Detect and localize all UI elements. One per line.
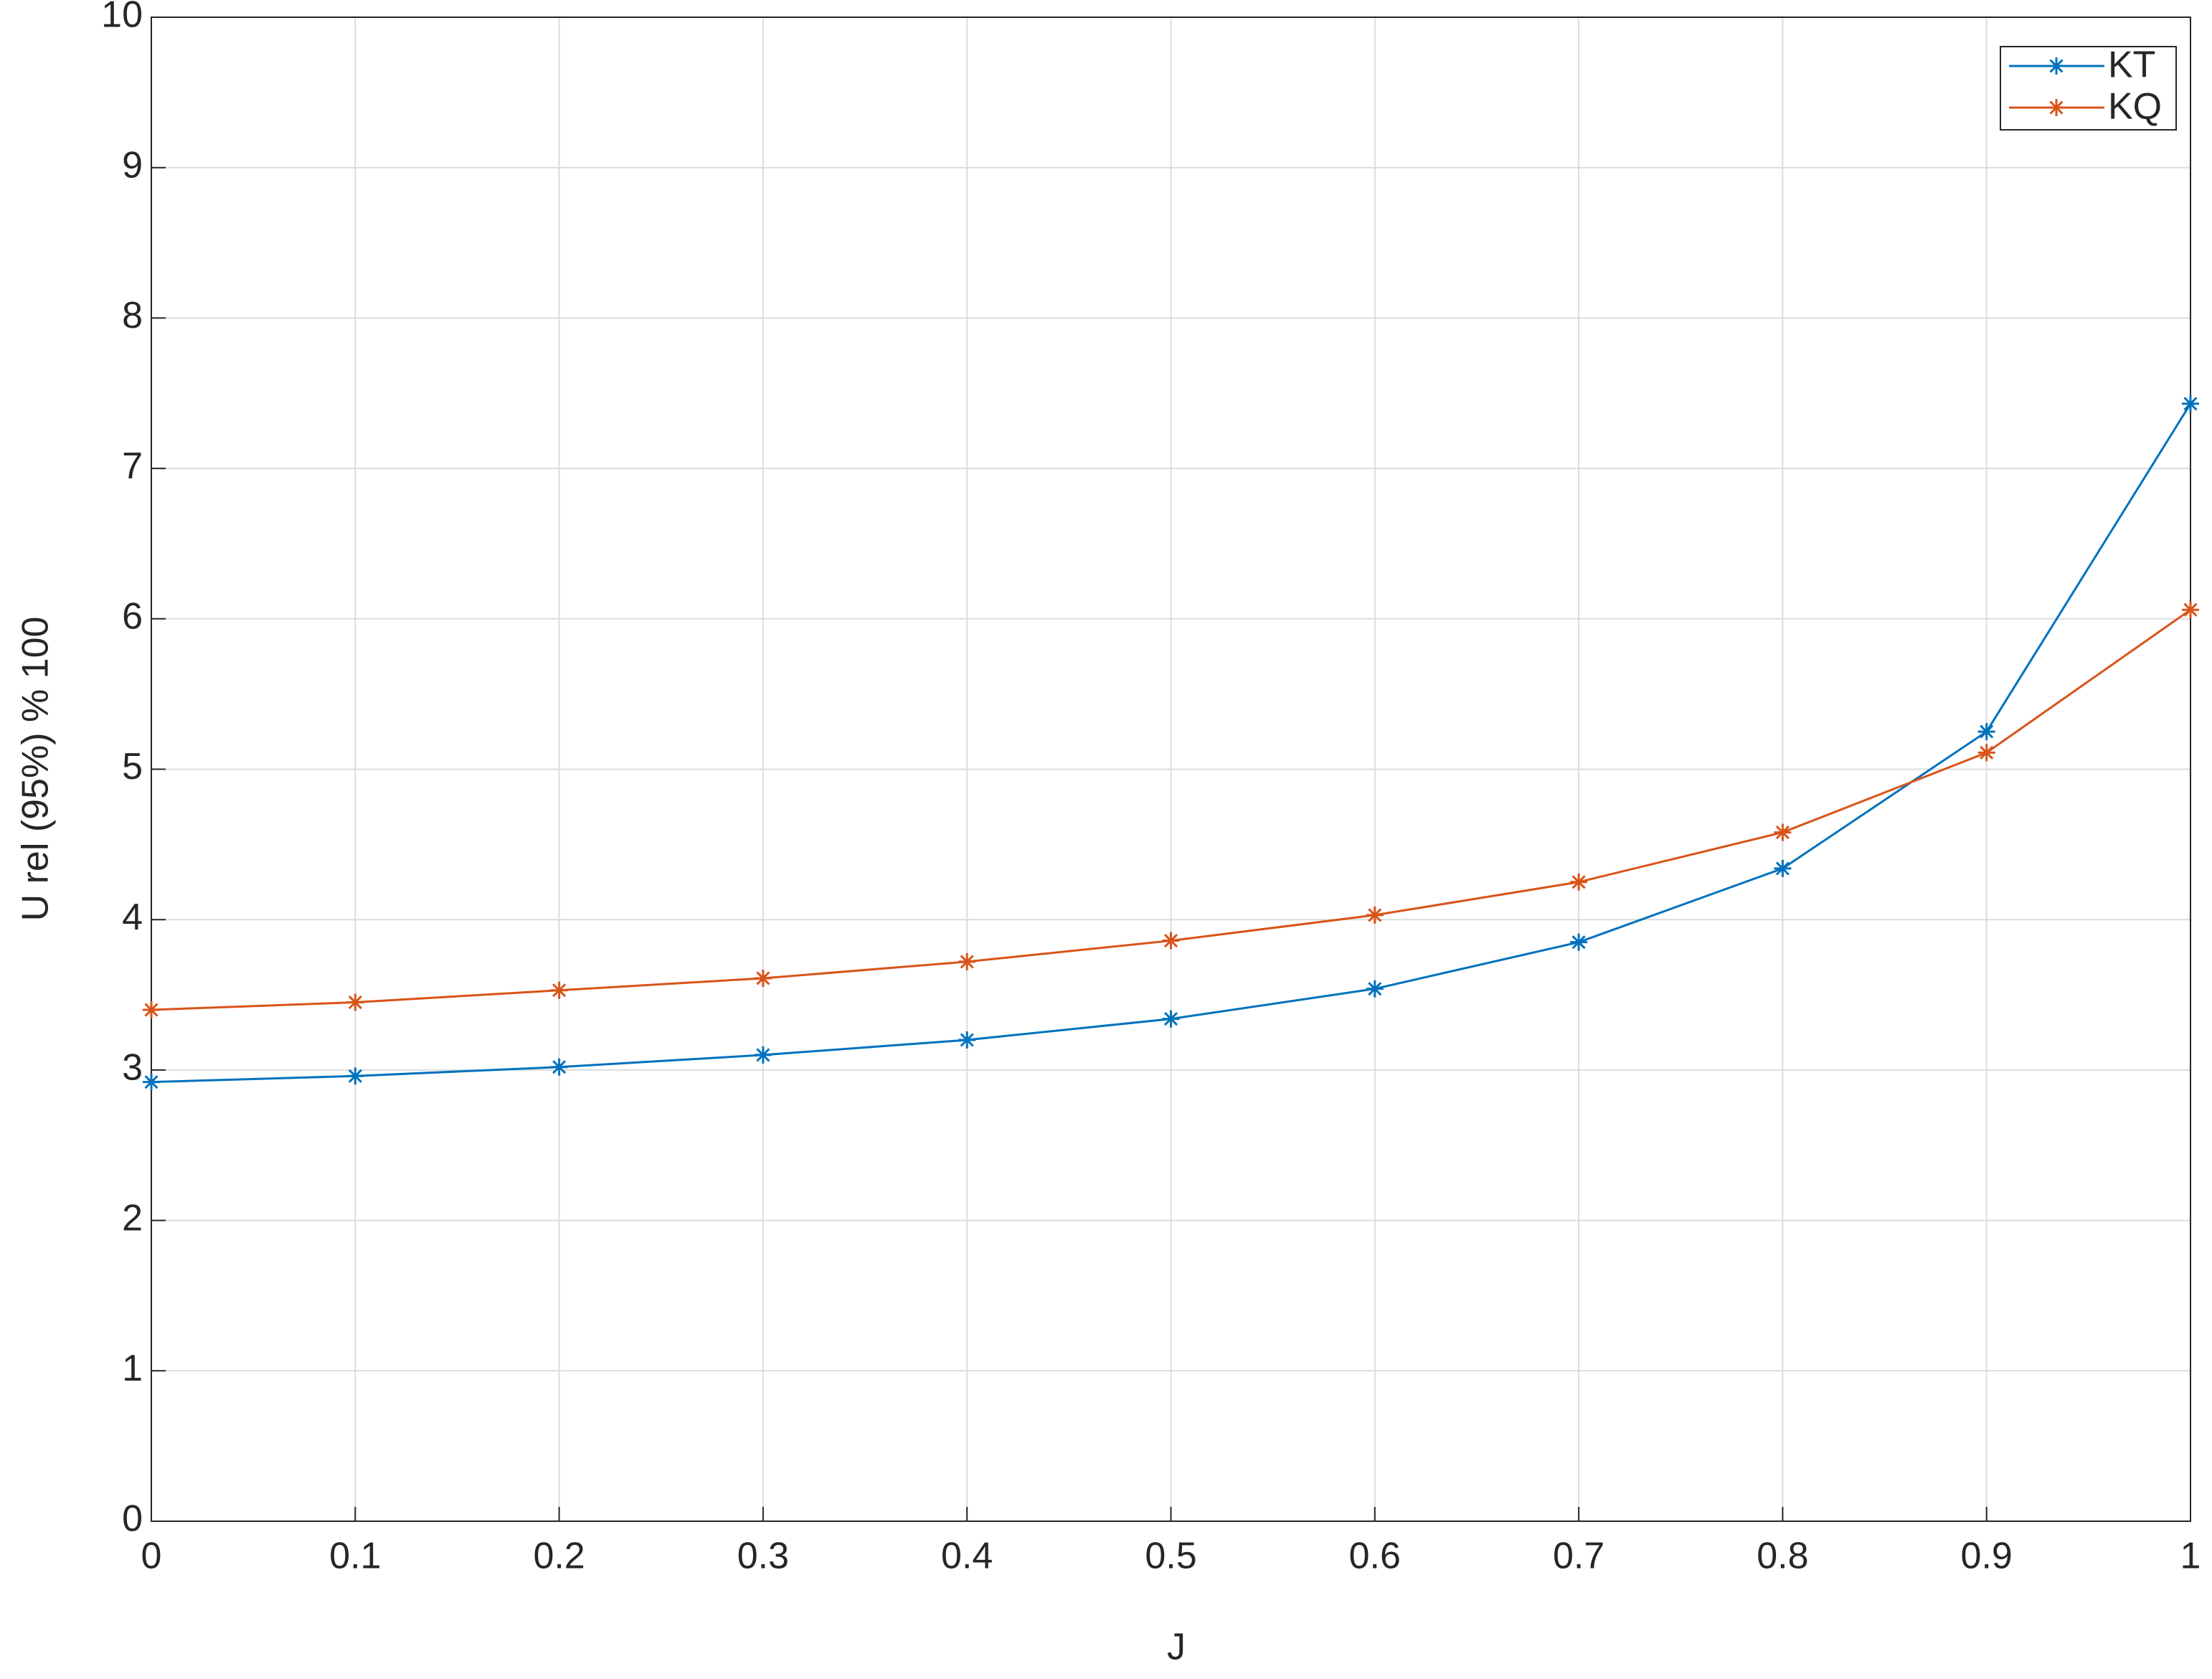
data-point (1570, 873, 1588, 891)
data-point (1366, 980, 1384, 998)
data-point (754, 1046, 772, 1064)
data-point (958, 1031, 976, 1049)
x-tick-label: 0.6 (1349, 1536, 1401, 1577)
y-tick-label: 7 (122, 445, 143, 487)
data-point (1977, 723, 1995, 741)
data-point (1162, 932, 1180, 950)
x-tick-label: 0.9 (1961, 1536, 2013, 1577)
data-point (1162, 1010, 1180, 1028)
y-tick-label: 0 (122, 1498, 143, 1540)
data-point (754, 969, 772, 987)
y-axis-label: U rel (95%) % 100 (15, 617, 57, 922)
data-point (1774, 823, 1792, 841)
legend-label: KQ (2108, 86, 2162, 128)
data-point (2182, 601, 2199, 619)
data-point (346, 1067, 364, 1085)
x-tick-label: 0.4 (941, 1536, 993, 1577)
y-tick-label: 9 (122, 144, 143, 186)
x-tick-label: 0.8 (1757, 1536, 1808, 1577)
plot-frame (151, 16, 2191, 1522)
data-point (958, 952, 976, 970)
data-point (1570, 933, 1588, 951)
y-tick-label: 6 (122, 596, 143, 638)
x-tick-label: 0.5 (1145, 1536, 1196, 1577)
x-axis-label: J (1167, 1627, 1186, 1668)
legend-box (2000, 46, 2177, 131)
y-tick-label: 5 (122, 746, 143, 788)
data-point (2182, 394, 2199, 412)
data-point (1774, 859, 1792, 877)
y-tick-label: 2 (122, 1197, 143, 1239)
data-point (1366, 906, 1384, 924)
legend-label: KT (2108, 44, 2155, 86)
y-tick-label: 1 (122, 1348, 143, 1389)
data-point (143, 1001, 160, 1019)
data-point (550, 981, 568, 999)
x-tick-label: 0.3 (737, 1536, 789, 1577)
data-point (143, 1073, 160, 1091)
x-tick-label: 0 (141, 1536, 162, 1577)
data-point (346, 993, 364, 1011)
x-tick-label: 0.1 (329, 1536, 381, 1577)
x-tick-label: 0.7 (1553, 1536, 1604, 1577)
y-tick-label: 8 (122, 295, 143, 336)
data-point (1977, 744, 1995, 762)
legend-marker (2048, 57, 2065, 75)
y-tick-label: 3 (122, 1047, 143, 1089)
data-point (550, 1058, 568, 1076)
x-tick-label: 0.2 (533, 1536, 585, 1577)
x-tick-label: 1 (2180, 1536, 2201, 1577)
y-tick-label: 4 (122, 897, 143, 938)
y-tick-label: 10 (101, 0, 143, 36)
legend-marker (2048, 99, 2065, 116)
